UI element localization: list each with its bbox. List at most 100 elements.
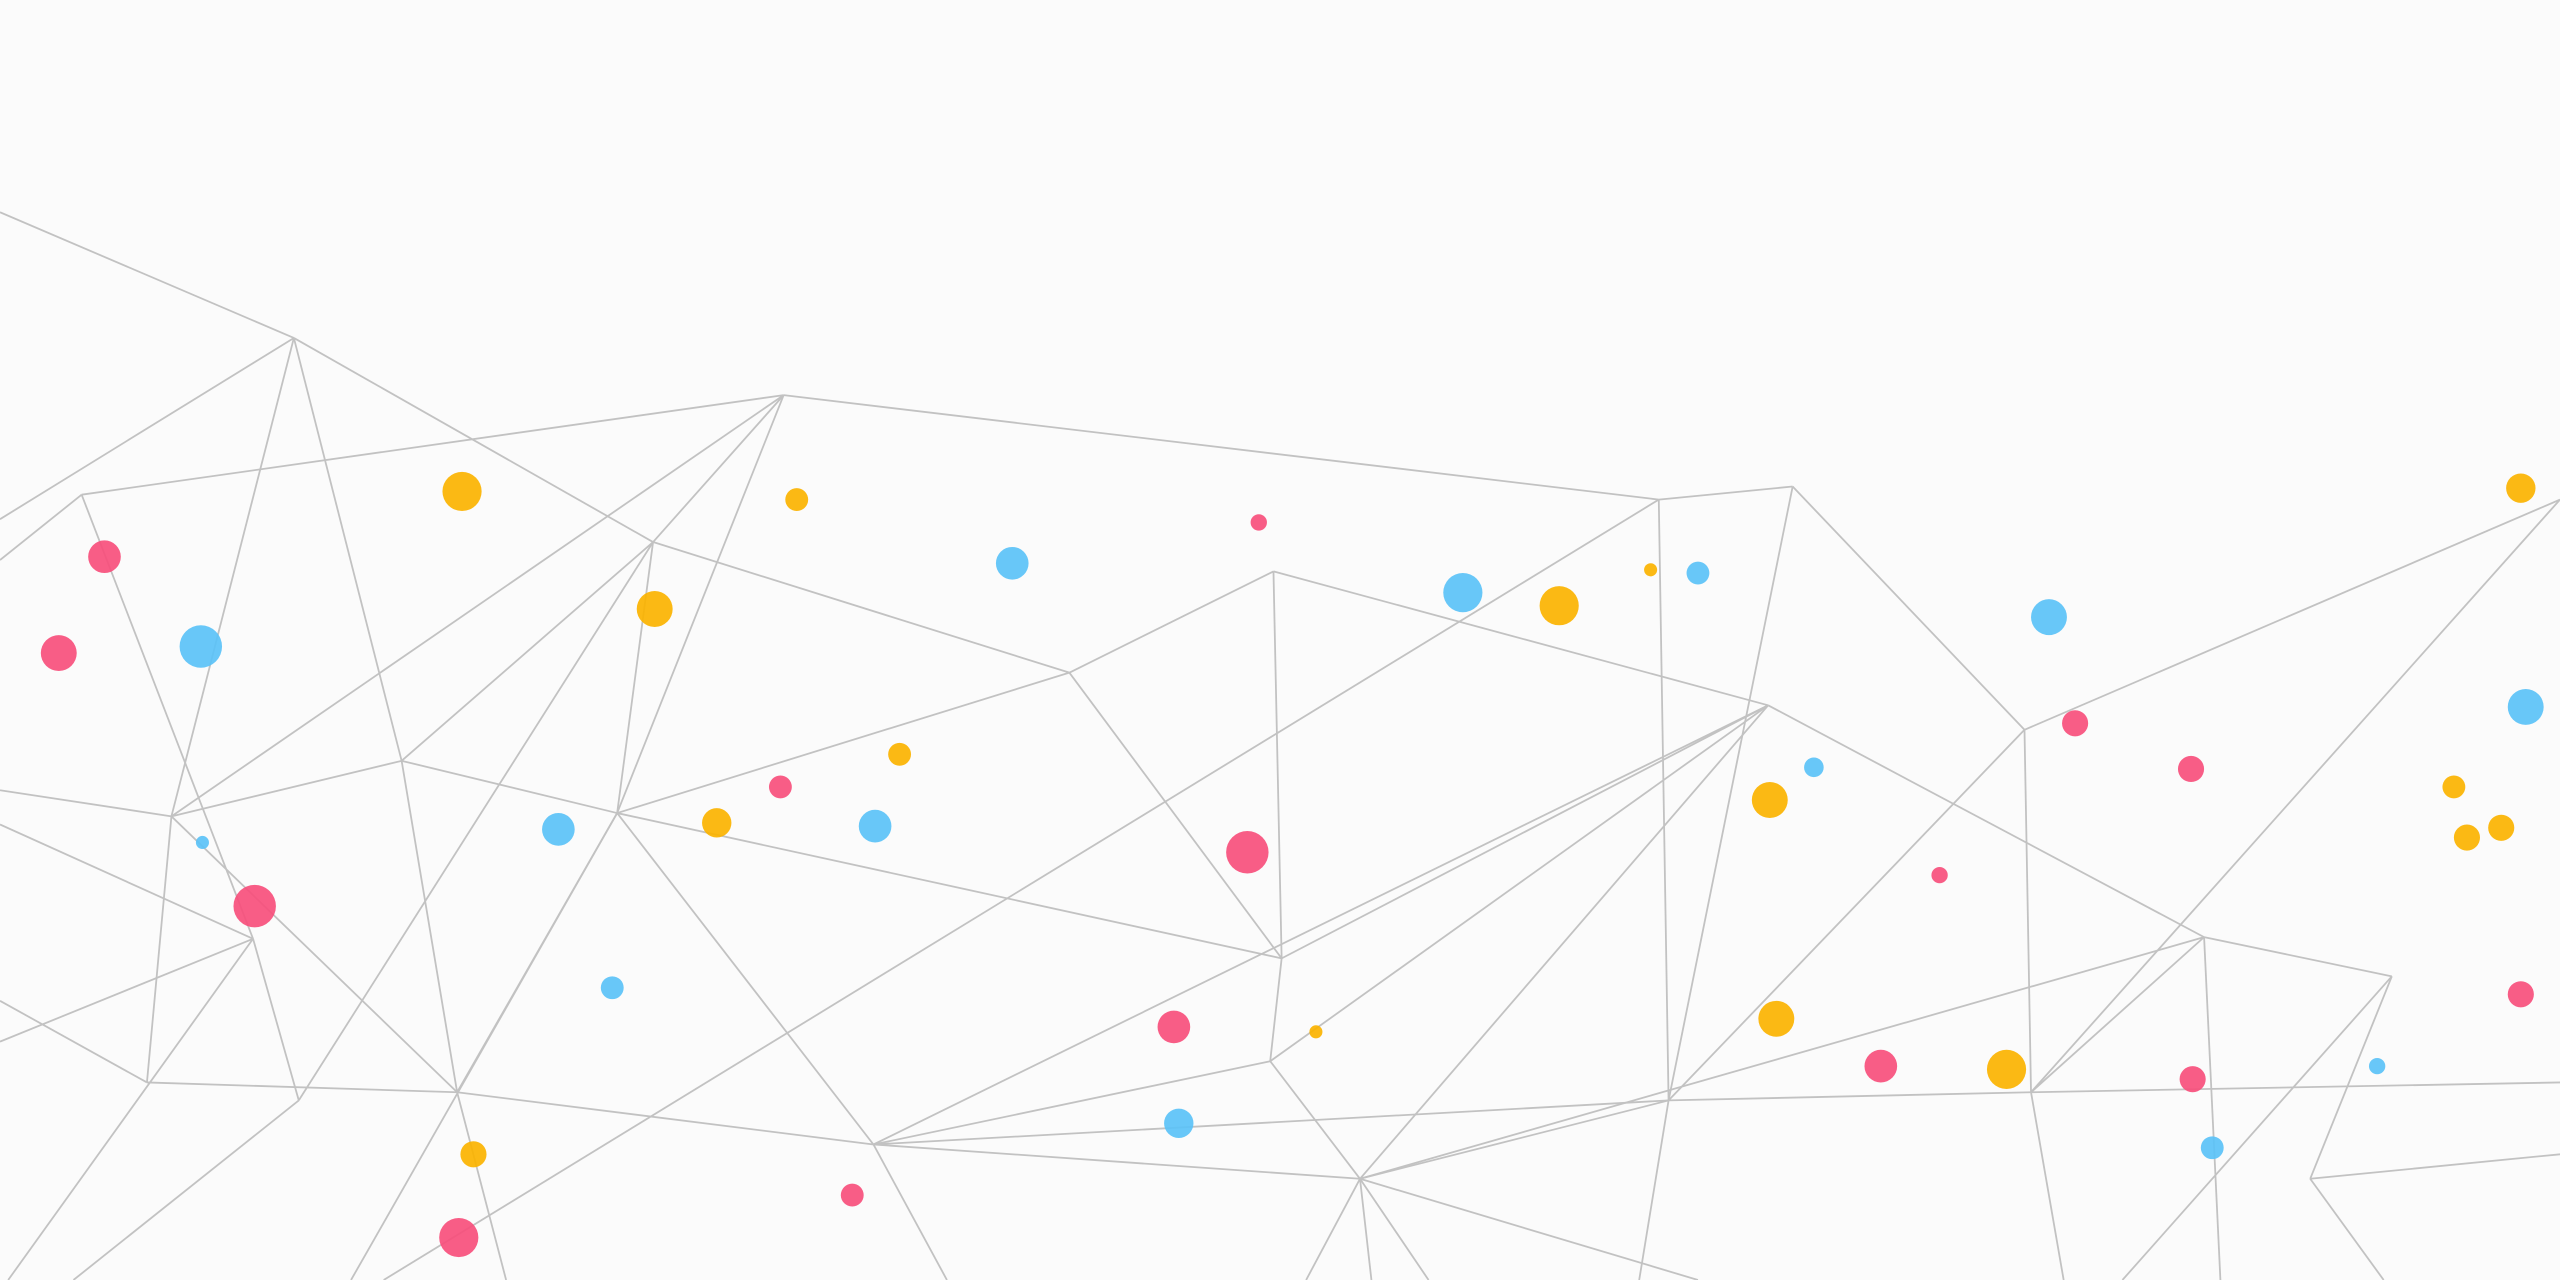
network-line — [1638, 1100, 1670, 1280]
pink-dot — [1931, 866, 1948, 884]
network-line — [2024, 498, 2560, 731]
network-line — [0, 823, 254, 940]
network-line — [81, 394, 784, 496]
pink-dot — [1157, 1010, 1191, 1044]
network-line — [616, 812, 875, 1146]
network-line — [2203, 936, 2393, 978]
network-line — [1273, 570, 1769, 707]
network-line — [2309, 975, 2393, 1180]
blue-dot — [1164, 1108, 1194, 1138]
network-line — [457, 1091, 874, 1146]
blue-dot — [1804, 757, 1824, 778]
orange-dot — [1644, 563, 1658, 577]
blue-dot — [542, 813, 575, 846]
orange-dot — [2442, 775, 2466, 799]
pink-dot — [40, 635, 77, 672]
network-line — [400, 760, 459, 1093]
network-line — [1657, 499, 1670, 1101]
network-line — [0, 789, 172, 818]
pink-dot — [768, 775, 792, 799]
network-line — [1359, 1178, 1430, 1280]
network-line — [1068, 570, 1274, 674]
orange-dot — [888, 742, 912, 766]
network-line — [1658, 485, 1793, 501]
network-line — [616, 812, 1282, 960]
network-line — [170, 337, 295, 817]
network-line — [872, 1144, 948, 1280]
blue-dot — [179, 625, 223, 668]
pink-dot — [2507, 981, 2534, 1008]
network-line — [383, 498, 1660, 1280]
pink-dot — [2179, 1066, 2206, 1093]
network-line — [401, 759, 618, 814]
pink-dot — [2177, 755, 2205, 783]
network-line — [1359, 704, 1769, 1180]
network-line — [456, 1092, 507, 1280]
pink-dot — [1226, 831, 1269, 874]
orange-dot — [636, 591, 673, 627]
network-line — [2031, 1081, 2560, 1094]
network-line — [873, 704, 1769, 1146]
pink-dot — [88, 540, 121, 574]
orange-dot — [1539, 586, 1579, 626]
pink-dot — [1250, 514, 1267, 531]
blue-dot — [2200, 1136, 2224, 1160]
blue-dot — [2368, 1057, 2386, 1075]
network-line — [1792, 485, 2026, 731]
network-line — [2030, 498, 2560, 1093]
network-line — [1272, 571, 1283, 959]
blue-dot — [2507, 688, 2544, 725]
network-line — [2023, 729, 2032, 1093]
orange-dot — [460, 1141, 487, 1168]
network-line — [0, 211, 295, 339]
pink-dot — [2062, 710, 2089, 737]
network-line — [298, 541, 654, 1101]
network-line — [0, 493, 83, 561]
orange-dot — [2488, 814, 2515, 841]
network-line — [1305, 1178, 1361, 1280]
network-line — [1359, 936, 2205, 1180]
orange-dot — [1309, 1025, 1323, 1039]
network-line — [2030, 1092, 2065, 1280]
network-line — [1068, 672, 1283, 959]
pink-dot — [840, 1183, 864, 1207]
network-line — [616, 394, 785, 814]
blue-dot — [195, 835, 209, 849]
network-line — [146, 816, 173, 1083]
network-line — [401, 541, 654, 762]
network-line — [873, 1060, 1271, 1146]
network-line — [2309, 1178, 2385, 1280]
network-line — [72, 1099, 300, 1280]
network-line — [170, 394, 785, 818]
pink-dot — [233, 884, 276, 928]
network-line — [170, 815, 458, 1093]
orange-dot — [442, 471, 482, 512]
network-line — [873, 1143, 1361, 1180]
blue-dot — [2031, 599, 2067, 636]
network-line — [873, 1099, 1669, 1146]
network-line — [616, 541, 654, 814]
network-line — [2310, 1153, 2560, 1180]
network-line — [652, 394, 785, 543]
pink-dot — [439, 1217, 479, 1258]
pink-dot — [1864, 1049, 1898, 1083]
network-line — [652, 541, 1070, 674]
blue-dot — [1443, 573, 1483, 613]
blue-dot — [1686, 561, 1710, 585]
network-line — [171, 759, 402, 818]
network-line — [7, 938, 254, 1280]
network-line — [1667, 729, 2026, 1102]
orange-dot — [702, 808, 732, 838]
network-line — [2030, 936, 2205, 1093]
network-line — [2203, 937, 2222, 1280]
network-line — [0, 337, 295, 520]
network-line — [1767, 704, 2205, 938]
orange-dot — [2506, 473, 2536, 503]
network-line — [1269, 958, 1283, 1062]
network-line — [350, 812, 618, 1280]
network-line — [616, 671, 1070, 814]
network-line — [783, 394, 1659, 501]
orange-dot — [1751, 782, 1788, 818]
network-line — [1269, 704, 1769, 1062]
